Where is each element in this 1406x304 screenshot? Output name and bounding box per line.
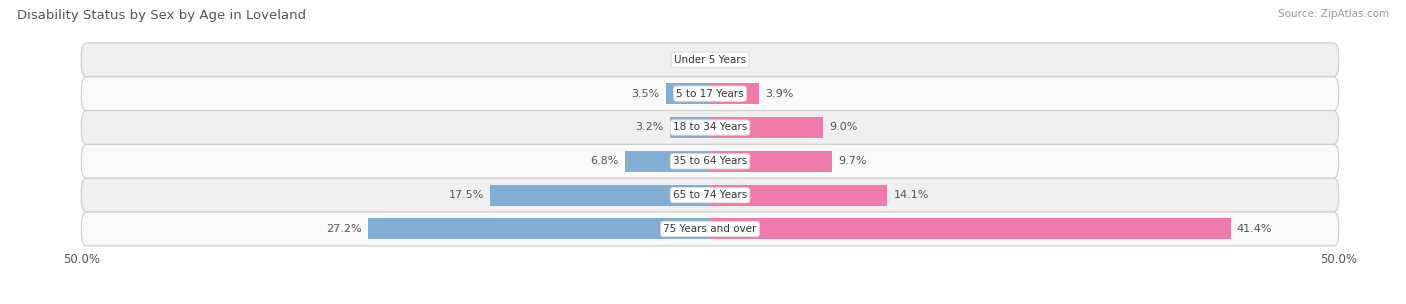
FancyBboxPatch shape	[82, 43, 1339, 77]
Text: 9.0%: 9.0%	[830, 123, 858, 133]
Bar	[710, 185, 887, 206]
Bar	[710, 151, 832, 172]
Text: 0.0%: 0.0%	[716, 55, 745, 65]
Bar	[710, 83, 759, 104]
Text: 0.0%: 0.0%	[675, 55, 704, 65]
Bar	[710, 219, 1230, 240]
Text: Disability Status by Sex by Age in Loveland: Disability Status by Sex by Age in Lovel…	[17, 9, 307, 22]
Text: 5 to 17 Years: 5 to 17 Years	[676, 89, 744, 99]
Text: Under 5 Years: Under 5 Years	[673, 55, 747, 65]
Text: 17.5%: 17.5%	[449, 190, 484, 200]
Text: 6.8%: 6.8%	[591, 156, 619, 166]
Text: 75 Years and over: 75 Years and over	[664, 224, 756, 234]
Text: 18 to 34 Years: 18 to 34 Years	[673, 123, 747, 133]
FancyBboxPatch shape	[82, 144, 1339, 178]
Text: 3.2%: 3.2%	[636, 123, 664, 133]
Bar	[710, 117, 823, 138]
Bar	[491, 185, 710, 206]
Bar	[666, 83, 710, 104]
Bar	[624, 151, 710, 172]
Text: Source: ZipAtlas.com: Source: ZipAtlas.com	[1278, 9, 1389, 19]
Text: 27.2%: 27.2%	[326, 224, 361, 234]
Text: 35 to 64 Years: 35 to 64 Years	[673, 156, 747, 166]
Bar	[368, 219, 710, 240]
Text: 3.9%: 3.9%	[765, 89, 794, 99]
Text: 14.1%: 14.1%	[894, 190, 929, 200]
Text: 65 to 74 Years: 65 to 74 Years	[673, 190, 747, 200]
FancyBboxPatch shape	[82, 178, 1339, 212]
Text: 3.5%: 3.5%	[631, 89, 659, 99]
FancyBboxPatch shape	[82, 212, 1339, 246]
Text: 9.7%: 9.7%	[838, 156, 866, 166]
Bar	[669, 117, 710, 138]
FancyBboxPatch shape	[82, 111, 1339, 144]
FancyBboxPatch shape	[82, 77, 1339, 111]
Text: 41.4%: 41.4%	[1237, 224, 1272, 234]
